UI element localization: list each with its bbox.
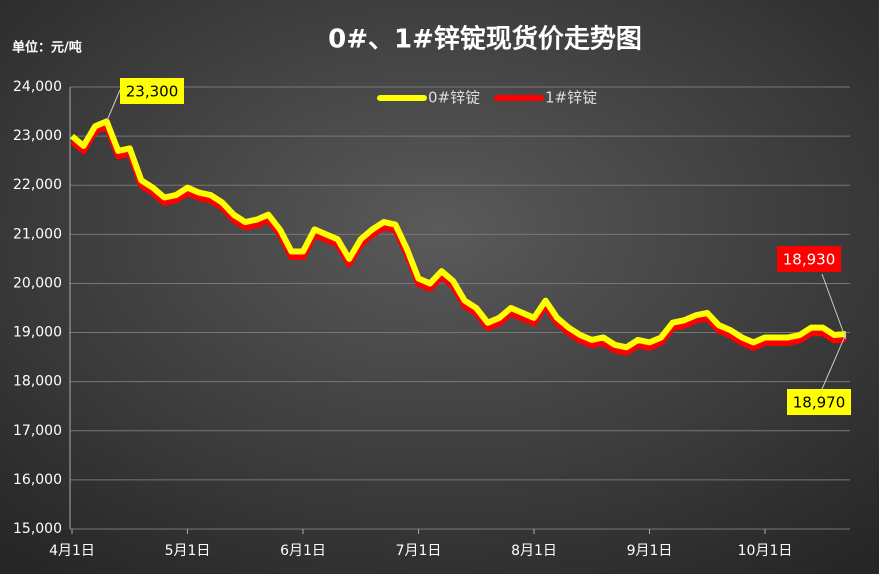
value-label: 23,300	[126, 83, 179, 101]
x-tick-label: 9月1日	[627, 543, 673, 559]
y-tick-label: 16,000	[13, 472, 62, 488]
y-tick-label: 23,000	[13, 128, 62, 144]
series-line	[70, 118, 847, 351]
y-tick-label: 15,000	[13, 521, 62, 537]
y-tick-label: 18,000	[13, 374, 62, 390]
y-tick-label: 19,000	[13, 325, 62, 341]
x-tick-label: 4月1日	[49, 543, 95, 559]
x-tick-label: 6月1日	[280, 543, 326, 559]
value-label: 18,970	[793, 394, 846, 412]
leader-line	[106, 89, 121, 122]
value-label-box	[120, 78, 184, 104]
leader-line	[821, 273, 847, 340]
y-tick-label: 21,000	[13, 226, 62, 242]
value-label-box	[777, 246, 841, 272]
legend-label: 0#锌锭	[428, 89, 480, 107]
x-tick-label: 8月1日	[511, 543, 557, 559]
value-label: 18,930	[783, 251, 836, 269]
legend-label: 1#锌锭	[545, 89, 597, 107]
unit-label: 单位：元/吨	[12, 40, 82, 56]
value-label-box	[787, 389, 851, 415]
y-tick-label: 22,000	[13, 177, 62, 193]
x-tick-label: 7月1日	[396, 543, 442, 559]
y-tick-label: 24,000	[13, 79, 62, 95]
y-tick-label: 20,000	[13, 275, 62, 291]
x-tick-label: 10月1日	[738, 543, 793, 559]
y-tick-label: 17,000	[13, 423, 62, 439]
chart-title: 0#、1#锌锭现货价走势图	[328, 24, 642, 55]
leader-line	[821, 333, 847, 390]
x-tick-label: 5月1日	[165, 543, 211, 559]
